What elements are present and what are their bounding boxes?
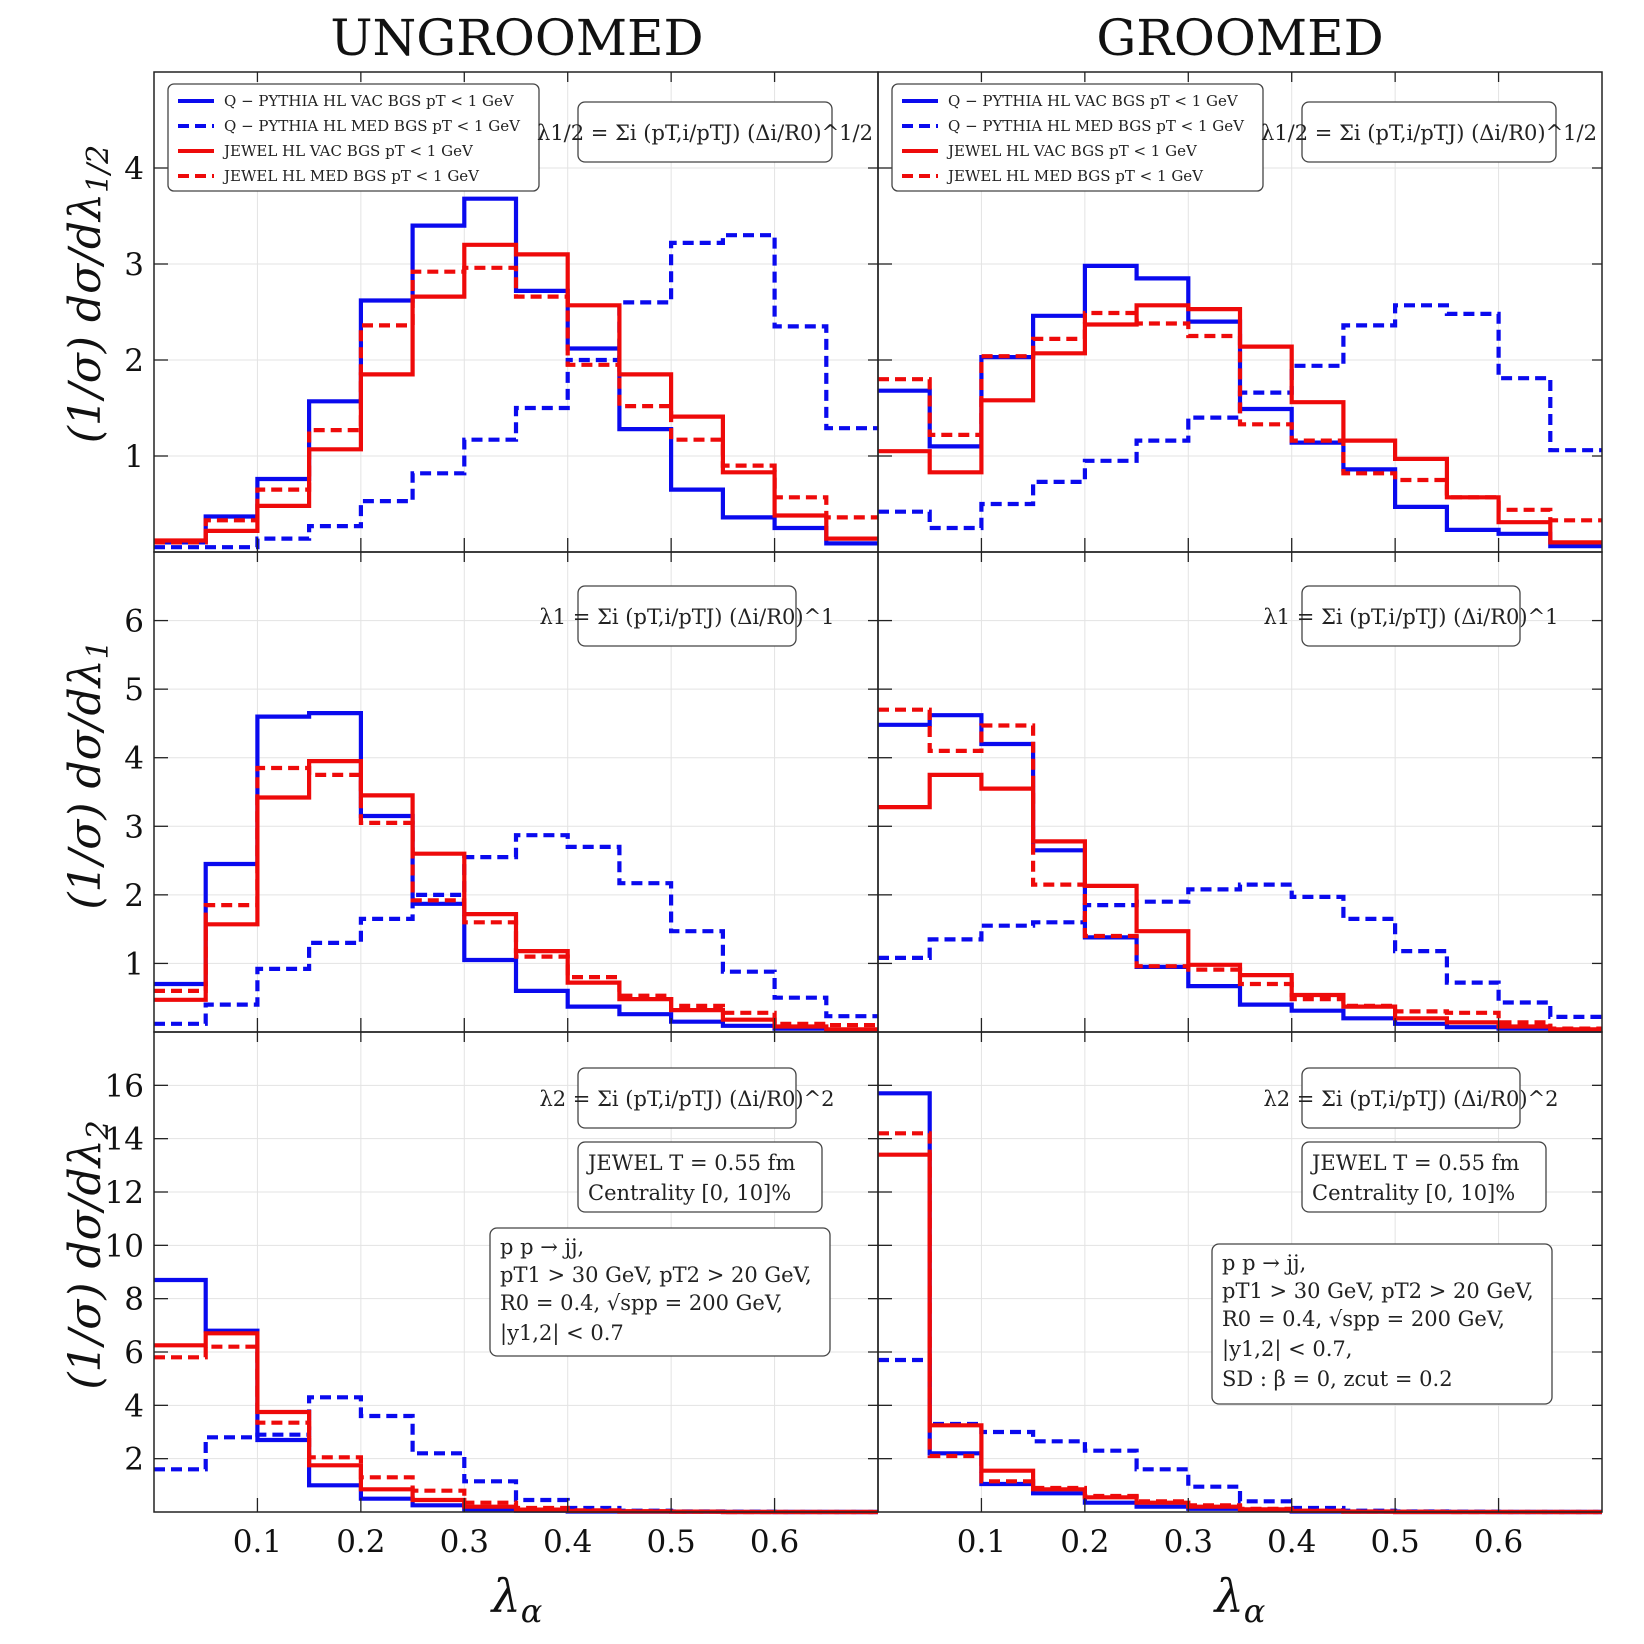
svg-text:JEWEL T = 0.55 fm: JEWEL T = 0.55 fm [1310,1151,1519,1175]
x-tick-label: 0.2 [336,1524,385,1560]
svg-text:(1/σ) dσ/dλ1/2: (1/σ) dσ/dλ1/2 [60,145,116,444]
series-line-jewel-med [154,765,878,1028]
x-tick-label: 0.1 [233,1524,282,1560]
y-tick-label: 8 [124,1282,144,1318]
column-title-groomed: GROOMED [1096,9,1383,67]
svg-text:pT1 > 30 GeV, pT2 > 20 GeV,: pT1 > 30 GeV, pT2 > 20 GeV, [1222,1279,1534,1303]
y-tick-label: 16 [105,1068,144,1104]
formula-box-row2-right: λ2 = Σi (pT,i/pTJ) (Δi/R0)^2 [1263,1067,1559,1129]
legend-left: Q − PYTHIA HL VAC BGS pT < 1 GeV Q − PYT… [167,83,540,192]
y-tick-label: 10 [105,1228,144,1264]
svg-text:λ1 = Σi (pT,i/pTJ) (Δi/R0)^1: λ1 = Σi (pT,i/pTJ) (Δi/R0)^1 [539,605,834,629]
svg-text:λ2 = Σi (pT,i/pTJ) (Δi/R0)^2: λ2 = Σi (pT,i/pTJ) (Δi/R0)^2 [539,1087,834,1111]
kinematics-box-left: p p → jj, pT1 > 30 GeV, pT2 > 20 GeV, R0… [489,1227,831,1357]
svg-text:λα: λα [490,1569,543,1630]
y-tick-label: 4 [124,151,144,187]
jewel-box-right: JEWEL T = 0.55 fm Centrality [0, 10]% [1301,1141,1547,1213]
y-tick-label: 3 [124,809,144,845]
formula-box-row1-left: λ1 = Σi (pT,i/pTJ) (Δi/R0)^1 [539,585,835,647]
legend-label-jewel-vac: JEWEL HL VAC BGS pT < 1 GeV [222,142,474,160]
legend-label-pythia-med: Q − PYTHIA HL MED BGS pT < 1 GeV [948,117,1245,135]
series-line-jewel-med [154,265,878,545]
y-tick-label: 2 [124,1442,144,1478]
x-tick-label: 0.3 [1164,1524,1213,1560]
series-line-pythia-med [154,833,878,1026]
y-tick-label: 2 [124,878,144,914]
series-line-jewel-vac [154,242,878,543]
legend-right: Q − PYTHIA HL VAC BGS pT < 1 GeV Q − PYT… [891,83,1264,192]
formula-box-row0-right: λ1/2 = Σi (pT,i/pTJ) (Δi/R0)^1/2 [1261,101,1597,163]
svg-text:λ1 = Σi (pT,i/pTJ) (Δi/R0)^1: λ1 = Σi (pT,i/pTJ) (Δi/R0)^1 [1263,605,1558,629]
formula-box-row1-right: λ1 = Σi (pT,i/pTJ) (Δi/R0)^1 [1263,585,1559,647]
svg-text:R0 = 0.4, √spp = 200 GeV,: R0 = 0.4, √spp = 200 GeV, [1222,1307,1505,1331]
x-tick-label: 0.5 [646,1524,695,1560]
series-line-jewel-med [878,310,1602,523]
ylabel-row-1: (1/σ) dσ/dλ1 [60,640,116,909]
y-tick-label: 1 [124,946,144,982]
svg-text:λα: λα [1213,1569,1266,1630]
y-tick-label: 5 [124,672,144,708]
series-line-pythia-med [154,1395,878,1515]
x-tick-label: 0.6 [750,1524,799,1560]
svg-text:JEWEL T = 0.55 fm: JEWEL T = 0.55 fm [586,1151,795,1175]
x-tick-label: 0.6 [1474,1524,1523,1560]
y-tick-label: 2 [124,343,144,379]
svg-text:SD : β = 0, zcut = 0.2: SD : β = 0, zcut = 0.2 [1222,1367,1453,1391]
x-tick-label: 0.3 [440,1524,489,1560]
y-tick-label: 14 [105,1122,144,1158]
svg-text:|y1,2| < 0.7: |y1,2| < 0.7 [500,1321,624,1346]
y-tick-label: 12 [105,1175,144,1211]
x-tick-label: 0.1 [957,1524,1006,1560]
series-line-jewel-med [878,707,1602,1031]
x-tick-label: 0.2 [1060,1524,1109,1560]
series-line-pythia-vac [878,713,1602,1033]
legend-label-jewel-med: JEWEL HL MED BGS pT < 1 GeV [946,167,1204,185]
x-tick-label: 0.4 [543,1524,592,1560]
svg-text:pT1 > 30 GeV, pT2 > 20 GeV,: pT1 > 30 GeV, pT2 > 20 GeV, [500,1263,812,1287]
legend-label-pythia-vac: Q − PYTHIA HL VAC BGS pT < 1 GeV [224,92,515,110]
y-tick-label: 1 [124,439,144,475]
legend-label-jewel-vac: JEWEL HL VAC BGS pT < 1 GeV [946,142,1198,160]
x-tick-label: 0.5 [1370,1524,1419,1560]
jewel-box-left: JEWEL T = 0.55 fm Centrality [0, 10]% [577,1141,823,1213]
svg-text:Centrality [0, 10]%: Centrality [0, 10]% [588,1181,791,1205]
legend-label-jewel-med: JEWEL HL MED BGS pT < 1 GeV [222,167,480,185]
y-tick-label: 6 [124,1335,144,1371]
y-tick-label: 4 [124,741,144,777]
svg-text:(1/σ) dσ/dλ1: (1/σ) dσ/dλ1 [60,640,116,909]
svg-text:Centrality [0, 10]%: Centrality [0, 10]% [1312,1181,1515,1205]
y-tick-label: 4 [124,1388,144,1424]
panel-groomed-lambda-2: 0.1 0.2 0.3 0.4 0.5 0.6 [877,1031,1603,1560]
ylabel-row-2: (1/σ) dσ/dλ2 [60,1120,116,1389]
svg-text:|y1,2| < 0.7,: |y1,2| < 0.7, [1222,1337,1352,1362]
panel-ungroomed-lambda-2: 2 4 6 8 10 12 14 16 0.1 0.2 0.3 0.4 0.5 0.6 [105,1031,879,1560]
y-tick-label: 6 [124,604,144,640]
svg-text:p p → jj,: p p → jj, [1222,1251,1306,1275]
svg-text:(1/σ) dσ/dλ2: (1/σ) dσ/dλ2 [60,1120,116,1389]
legend-label-pythia-med: Q − PYTHIA HL MED BGS pT < 1 GeV [224,117,521,135]
kinematics-box-right: p p → jj, pT1 > 30 GeV, pT2 > 20 GeV, R0… [1211,1243,1553,1405]
ylabel-row-0: (1/σ) dσ/dλ1/2 [60,145,116,444]
svg-text:λ1/2 = Σi (pT,i/pTJ) (Δi/R0)^1: λ1/2 = Σi (pT,i/pTJ) (Δi/R0)^1/2 [537,121,873,145]
svg-text:λ1/2 = Σi (pT,i/pTJ) (Δi/R0)^1: λ1/2 = Σi (pT,i/pTJ) (Δi/R0)^1/2 [1261,121,1597,145]
formula-box-row0-left: λ1/2 = Σi (pT,i/pTJ) (Δi/R0)^1/2 [537,101,873,163]
plot-frame [877,1031,1603,1513]
series-line-jewel-med [154,1344,878,1515]
panel-ungroomed-lambda-1: 1 2 3 4 5 6 [124,551,879,1033]
legend-label-pythia-vac: Q − PYTHIA HL VAC BGS pT < 1 GeV [948,92,1239,110]
svg-text:p p → jj,: p p → jj, [500,1235,584,1259]
x-tick-label: 0.4 [1267,1524,1316,1560]
formula-box-row2-left: λ2 = Σi (pT,i/pTJ) (Δi/R0)^2 [539,1067,835,1129]
column-title-ungroomed: UNGROOMED [330,9,703,67]
svg-text:λ2 = Σi (pT,i/pTJ) (Δi/R0)^2: λ2 = Σi (pT,i/pTJ) (Δi/R0)^2 [1263,1087,1558,1111]
y-tick-label: 3 [124,247,144,283]
series-line-pythia-vac [154,711,878,1032]
series-line-pythia-med [878,882,1602,1019]
xlabel-left: λα [490,1569,543,1630]
series-line-pythia-med [154,233,878,550]
svg-text:R0 = 0.4, √spp = 200 GeV,: R0 = 0.4, √spp = 200 GeV, [500,1291,783,1315]
xlabel-right: λα [1213,1569,1266,1630]
